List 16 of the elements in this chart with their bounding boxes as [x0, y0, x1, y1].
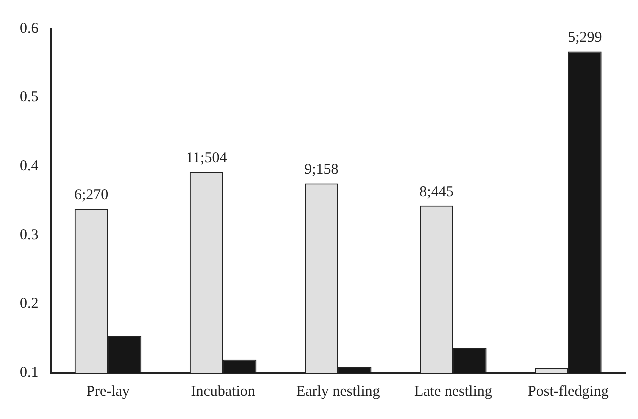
y-tick-label: 0.1 — [20, 364, 39, 381]
annotation: 6;270 — [74, 188, 109, 204]
y-tick-label: 0.3 — [20, 227, 39, 244]
x-tick-label: Early nestling — [296, 384, 381, 400]
x-tick-label: Incubation — [191, 384, 256, 400]
y-tick-label: 0.6 — [20, 20, 40, 37]
annotation: 11;504 — [186, 150, 228, 167]
annotation: 8;445 — [420, 184, 454, 200]
y-tick-label: 0.4 — [20, 158, 40, 175]
annotation: 5;299 — [568, 30, 602, 46]
y-tick-label: 0.5 — [20, 90, 39, 106]
x-tick-label: Late nestling — [414, 384, 493, 400]
x-tick-label: Pre-lay — [86, 384, 130, 400]
y-tick-label: 0.2 — [20, 296, 39, 312]
x-tick-label: Post-fledging — [528, 384, 610, 400]
annotation: 9;158 — [304, 162, 339, 178]
